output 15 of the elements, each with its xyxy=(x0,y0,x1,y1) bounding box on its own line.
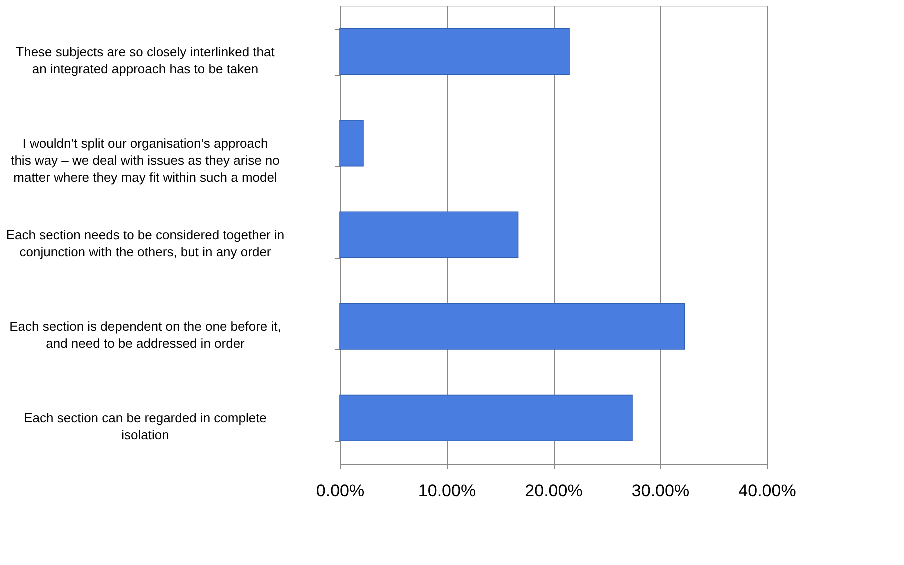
bar xyxy=(340,303,686,350)
x-tick-label: 30.00% xyxy=(632,482,690,500)
bar xyxy=(340,394,633,442)
x-tick-label: 0.00% xyxy=(316,482,365,500)
x-tick-label: 20.00% xyxy=(525,482,583,500)
x-tick-label: 40.00% xyxy=(738,482,796,500)
bar xyxy=(340,120,364,167)
y-tick-label: Each section needs to be considered together in conjunction with the others, but in any order xyxy=(6,228,285,260)
y-tick-label: I wouldn’t split our organisation’s approach this way – we deal with issues as they arise no matter where they may fit within such a model xyxy=(11,136,280,185)
y-tick-label: Each section is dependent on the one before it, and need to be addressed in order xyxy=(10,319,282,352)
y-tick-label: These subjects are so closely interlinked that an integrated approach has to be taken xyxy=(16,44,276,76)
x-tick-label: 10.00% xyxy=(418,482,476,500)
bar xyxy=(340,212,519,258)
y-tick-label: Each section can be regarded in complete isolation xyxy=(24,410,267,443)
bar xyxy=(340,28,570,76)
